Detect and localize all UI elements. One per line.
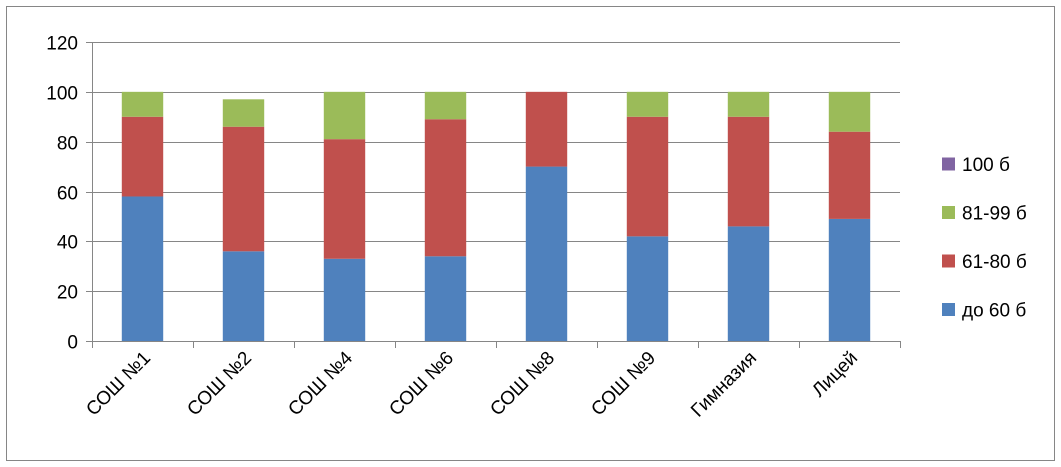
bars bbox=[121, 91, 871, 341]
bar-segment bbox=[525, 166, 568, 341]
bar-segment bbox=[626, 91, 669, 117]
bar-segment bbox=[424, 256, 467, 341]
bar-segment bbox=[727, 226, 770, 341]
bar-segment bbox=[323, 91, 366, 140]
bar-segment bbox=[222, 99, 265, 127]
bar-segment bbox=[525, 91, 568, 167]
legend-swatch bbox=[942, 157, 955, 171]
bar-segment bbox=[424, 119, 467, 257]
bar-segment bbox=[323, 139, 366, 259]
bar-segment bbox=[727, 116, 770, 227]
bar-segment bbox=[626, 236, 669, 341]
y-tick-label: 80 bbox=[57, 134, 78, 155]
bar-segment bbox=[121, 91, 164, 117]
bar-segment bbox=[727, 91, 770, 117]
y-tick-label: 100 bbox=[46, 84, 78, 105]
bar-segment bbox=[121, 196, 164, 341]
legend-label: 61-80 б bbox=[962, 252, 1027, 273]
legend-swatch bbox=[942, 254, 955, 268]
legend: 100 б 81-99 б 61-80 б до 60 б bbox=[942, 155, 1027, 322]
bar-segment bbox=[323, 258, 366, 341]
y-tick-label: 60 bbox=[57, 184, 78, 205]
legend-label: до 60 б bbox=[962, 301, 1026, 322]
y-tick-label: 120 bbox=[46, 34, 78, 55]
y-tick-label: 40 bbox=[57, 233, 78, 254]
y-tick-label: 20 bbox=[57, 283, 78, 304]
legend-swatch bbox=[942, 303, 955, 316]
bar-segment bbox=[222, 251, 265, 341]
bar-segment bbox=[828, 131, 871, 219]
legend-swatch bbox=[942, 206, 955, 219]
bar-segment bbox=[626, 116, 669, 237]
y-tick-label: 0 bbox=[67, 333, 78, 354]
bar-segment bbox=[121, 116, 164, 197]
bar-segment bbox=[222, 126, 265, 252]
bar-segment bbox=[828, 218, 871, 341]
legend-label: 81-99 б bbox=[962, 204, 1027, 225]
legend-label: 100 б bbox=[962, 155, 1010, 176]
bar-segment bbox=[424, 91, 467, 120]
bar-segment bbox=[828, 91, 871, 132]
